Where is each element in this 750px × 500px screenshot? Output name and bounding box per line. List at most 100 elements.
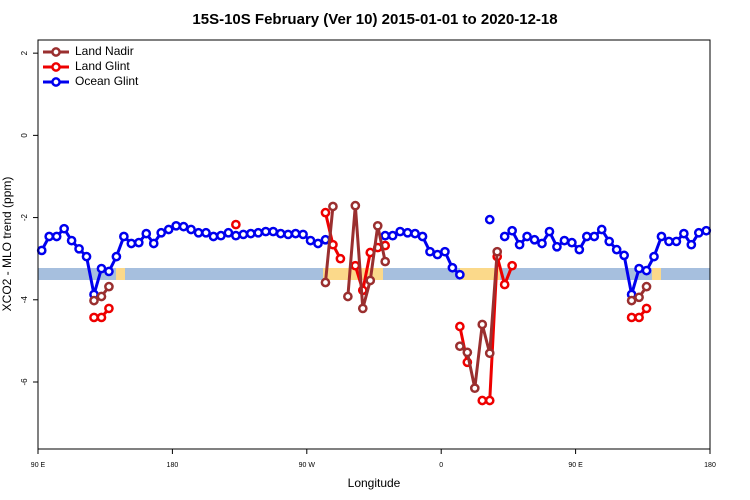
data-point xyxy=(380,256,391,267)
data-point xyxy=(253,227,264,238)
data-point xyxy=(350,260,361,271)
data-point xyxy=(581,231,592,242)
land-band xyxy=(460,268,500,280)
data-point xyxy=(656,231,667,242)
data-point xyxy=(484,348,495,359)
data-point xyxy=(231,219,241,230)
series-line xyxy=(93,204,648,390)
data-point xyxy=(686,239,697,250)
data-point xyxy=(492,246,503,257)
data-point xyxy=(216,230,226,241)
data-point xyxy=(231,230,241,241)
data-point xyxy=(81,251,92,262)
data-point xyxy=(529,234,540,245)
data-point xyxy=(148,238,159,249)
data-point xyxy=(469,383,480,394)
plot-frame xyxy=(37,39,711,450)
data-point xyxy=(328,201,338,212)
data-point xyxy=(447,262,458,273)
data-point xyxy=(693,227,704,238)
data-point xyxy=(171,220,181,231)
data-point xyxy=(313,238,323,249)
data-point xyxy=(89,312,99,323)
data-point xyxy=(156,227,167,238)
data-point xyxy=(626,295,637,306)
data-point xyxy=(193,227,204,238)
x-tick-label: 180 xyxy=(704,462,716,469)
legend-marker xyxy=(51,77,61,87)
data-point xyxy=(96,291,107,302)
data-point xyxy=(380,230,391,241)
data-point xyxy=(619,250,629,261)
data-point xyxy=(290,228,301,239)
x-tick-label: 90 E xyxy=(31,462,46,469)
data-point xyxy=(507,260,517,271)
legend-label: Ocean Glint xyxy=(75,74,139,88)
data-point xyxy=(544,226,555,237)
legend-label: Land Glint xyxy=(75,59,130,73)
data-point xyxy=(499,279,510,290)
data-point xyxy=(320,207,331,218)
data-point xyxy=(335,253,346,264)
y-tick-label: -6 xyxy=(20,378,29,386)
data-point xyxy=(410,228,420,239)
data-point xyxy=(44,231,55,242)
data-point xyxy=(649,251,659,262)
data-point xyxy=(36,245,47,256)
data-point xyxy=(268,226,279,237)
data-point xyxy=(298,229,308,240)
data-point xyxy=(104,266,114,277)
data-point xyxy=(484,395,495,406)
data-point xyxy=(66,235,77,246)
data-point xyxy=(357,303,368,314)
land-band xyxy=(116,268,125,280)
y-tick-label: -4 xyxy=(20,296,29,304)
data-point xyxy=(245,228,256,239)
data-point xyxy=(634,263,644,274)
data-point xyxy=(567,237,577,248)
x-axis-label: Longitude xyxy=(348,476,401,490)
data-point xyxy=(186,224,196,235)
data-point xyxy=(671,236,682,247)
data-point xyxy=(477,319,488,330)
y-tick-label: 0 xyxy=(20,133,29,138)
data-point xyxy=(372,220,383,231)
data-point xyxy=(462,347,473,358)
data-point xyxy=(96,312,107,323)
data-point xyxy=(701,225,712,236)
data-point xyxy=(604,236,615,247)
data-point xyxy=(574,244,585,255)
data-point xyxy=(455,269,465,280)
data-point xyxy=(484,214,495,225)
land-band xyxy=(652,268,661,280)
y-axis-label: XCO2 - MLO trend (ppm) xyxy=(0,177,14,312)
data-point xyxy=(275,228,286,239)
data-point xyxy=(283,229,293,240)
data-point xyxy=(664,236,674,247)
data-point xyxy=(178,221,189,232)
data-point xyxy=(111,251,122,262)
data-point xyxy=(641,281,652,292)
data-point xyxy=(163,224,174,235)
data-point xyxy=(365,275,376,286)
data-point xyxy=(432,249,443,260)
data-point xyxy=(201,227,211,238)
legend-label: Land Nadir xyxy=(75,44,134,58)
data-point xyxy=(507,225,517,236)
data-point xyxy=(133,237,144,248)
data-point xyxy=(537,238,547,249)
data-point xyxy=(223,227,234,238)
data-point xyxy=(559,235,570,246)
data-point xyxy=(89,295,99,306)
data-point xyxy=(126,238,137,249)
data-point xyxy=(343,291,353,302)
y-tick-label: 2 xyxy=(20,50,29,55)
data-point xyxy=(74,243,84,254)
data-point xyxy=(208,231,219,242)
data-point xyxy=(477,395,488,406)
data-point xyxy=(514,239,525,250)
data-point xyxy=(634,292,644,303)
data-point xyxy=(611,244,622,255)
data-point xyxy=(417,231,428,242)
data-point xyxy=(141,228,152,239)
